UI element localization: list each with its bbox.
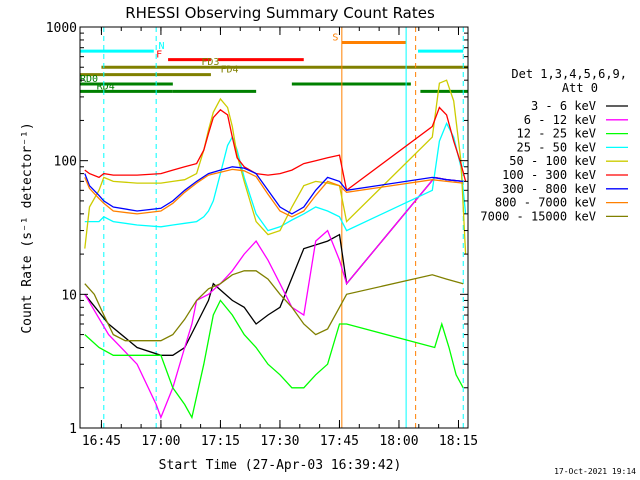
legend-header-line-1: Det 1,3,4,5,6,9,	[511, 67, 627, 81]
flag-label: F	[156, 50, 162, 61]
x-axis-label: Start Time (27-Apr-03 16:39:42)	[159, 458, 402, 473]
flag-label: S	[332, 33, 338, 44]
plot-frame	[79, 26, 469, 429]
legend-label: 7000 - 15000 keV	[480, 209, 596, 223]
legend-label: 6 - 12 keV	[524, 113, 596, 127]
series-line	[84, 121, 467, 232]
y-axis: 1 10 100 1000	[46, 21, 468, 437]
legend-header-line-2: Att 0	[562, 81, 598, 95]
series-line	[84, 106, 467, 192]
date-stamp: 17-Oct-2021 19:14	[554, 467, 636, 476]
data-series	[84, 79, 467, 420]
x-axis: 16:45 17:00 17:15 17:30 17:45 18:00 18:15	[82, 27, 478, 449]
legend-label: 300 - 800 keV	[502, 182, 596, 196]
x-tick-label: 18:00	[379, 434, 418, 449]
legend-label: 25 - 50 keV	[517, 140, 596, 154]
x-tick-label: 17:30	[260, 434, 299, 449]
series-line	[84, 270, 464, 342]
y-tick-label: 100	[54, 155, 77, 170]
chart-title: RHESSI Observing Summary Count Rates	[125, 4, 435, 22]
x-tick-label: 18:15	[439, 434, 478, 449]
event-lines	[103, 27, 464, 428]
flag-label: FD3	[201, 57, 219, 68]
y-tick-label: 1	[69, 422, 77, 437]
legend-label: 800 - 7000 keV	[495, 196, 596, 210]
y-axis-label: Count Rate (s⁻¹ detector⁻¹)	[20, 122, 35, 333]
flag-label: RD4	[97, 81, 115, 92]
x-tick-label: 17:00	[141, 434, 180, 449]
flag-label: FD4	[220, 65, 238, 76]
y-tick-label: 10	[61, 288, 77, 303]
x-tick-label: 17:15	[201, 434, 240, 449]
legend-label: 50 - 100 keV	[509, 154, 596, 168]
x-tick-label: 17:45	[320, 434, 359, 449]
flag-label: N	[159, 41, 165, 52]
series-line	[84, 299, 464, 420]
y-tick-label: 1000	[46, 21, 77, 36]
series-line	[84, 176, 464, 420]
legend-label: 100 - 300 keV	[502, 168, 596, 182]
series-line	[84, 168, 464, 218]
x-tick-label: 16:45	[82, 434, 121, 449]
legend-label: 3 - 6 keV	[531, 99, 596, 113]
series-line	[84, 176, 464, 356]
series-line	[84, 166, 464, 215]
legend-label: 12 - 25 keV	[517, 127, 596, 141]
flag-label: RD0	[80, 74, 98, 85]
